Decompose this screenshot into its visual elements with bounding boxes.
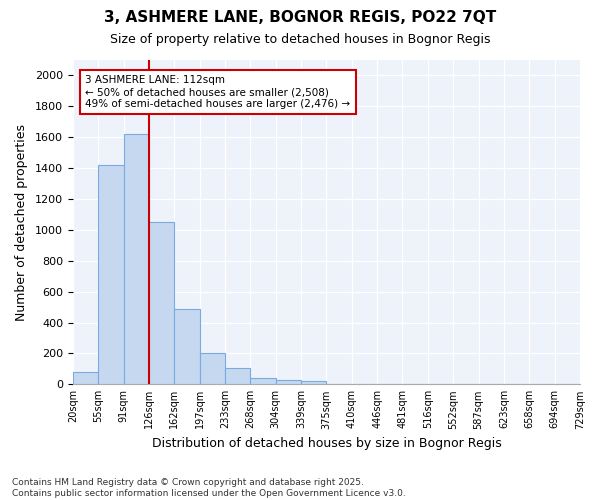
Bar xyxy=(73,372,98,384)
Bar xyxy=(124,134,149,384)
Bar xyxy=(250,378,275,384)
Bar xyxy=(275,380,301,384)
Text: Size of property relative to detached houses in Bognor Regis: Size of property relative to detached ho… xyxy=(110,32,490,46)
Bar xyxy=(225,368,250,384)
Bar xyxy=(98,165,124,384)
Y-axis label: Number of detached properties: Number of detached properties xyxy=(15,124,28,320)
Text: 3, ASHMERE LANE, BOGNOR REGIS, PO22 7QT: 3, ASHMERE LANE, BOGNOR REGIS, PO22 7QT xyxy=(104,10,496,25)
X-axis label: Distribution of detached houses by size in Bognor Regis: Distribution of detached houses by size … xyxy=(152,437,501,450)
Bar xyxy=(174,308,200,384)
Text: Contains HM Land Registry data © Crown copyright and database right 2025.
Contai: Contains HM Land Registry data © Crown c… xyxy=(12,478,406,498)
Bar xyxy=(301,381,326,384)
Text: 3 ASHMERE LANE: 112sqm
← 50% of detached houses are smaller (2,508)
49% of semi-: 3 ASHMERE LANE: 112sqm ← 50% of detached… xyxy=(85,76,350,108)
Bar xyxy=(149,222,174,384)
Bar xyxy=(200,352,225,384)
